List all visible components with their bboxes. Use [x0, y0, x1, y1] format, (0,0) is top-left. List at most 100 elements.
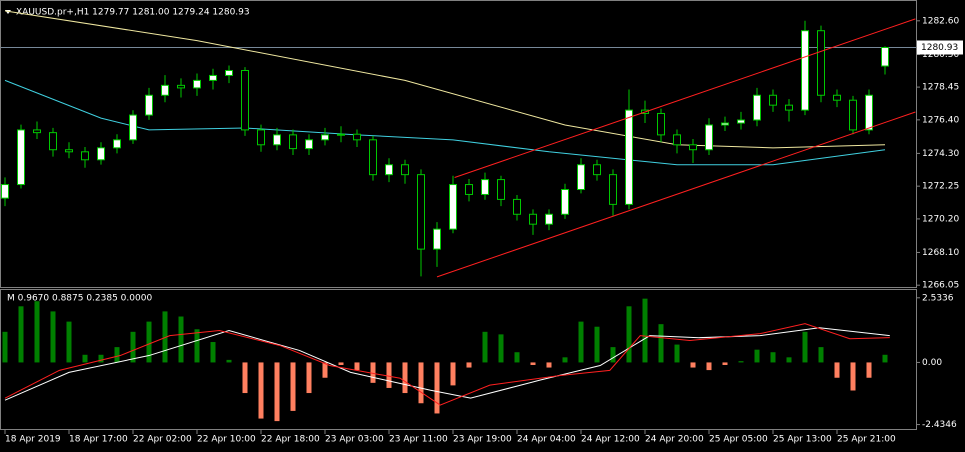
- histogram-bar: [594, 326, 600, 363]
- indicator-header: M 0.9670 0.8875 0.2385 0.0000: [7, 294, 152, 304]
- histogram-bar: [194, 329, 200, 363]
- candle-body: [689, 144, 697, 151]
- histogram-bar: [530, 362, 536, 365]
- histogram-bar: [418, 362, 424, 404]
- y-tick-label: 1266.05: [922, 281, 959, 291]
- candle-body: [577, 164, 585, 191]
- histogram-bar: [402, 362, 408, 394]
- histogram-bar: [338, 362, 344, 365]
- candle-body: [481, 179, 489, 195]
- candle-body: [193, 79, 201, 89]
- indicator-panel-frame: [0, 289, 917, 430]
- x-tick-label: 24 Apr 20:00: [645, 435, 704, 445]
- y-tick-label: 1270.20: [922, 214, 959, 224]
- y-tick-label: 1276.40: [922, 115, 959, 125]
- y-tick-label: -2.4346: [922, 420, 957, 430]
- candle-body: [49, 132, 57, 151]
- x-tick-label: 24 Apr 12:00: [581, 435, 640, 445]
- histogram-bar: [386, 362, 392, 388]
- price-box: [917, 40, 963, 55]
- histogram-bar: [466, 362, 472, 368]
- candle-body: [529, 213, 537, 225]
- histogram-bar: [50, 311, 56, 363]
- histogram-bar: [18, 306, 24, 363]
- price-box-label: 1280.93: [921, 43, 958, 53]
- histogram-bar: [562, 357, 568, 363]
- main-panel-frame: [0, 0, 917, 288]
- candle-body: [705, 124, 713, 151]
- candle-body: [433, 228, 441, 250]
- histogram-bar: [882, 354, 888, 363]
- candle-body: [849, 99, 857, 131]
- candle-body: [833, 94, 841, 101]
- histogram-bar: [226, 359, 232, 363]
- histogram-bar: [754, 349, 760, 363]
- x-tick-label: 23 Apr 11:00: [389, 435, 448, 445]
- histogram-bar: [546, 362, 552, 368]
- histogram-bar: [482, 331, 488, 363]
- candle-body: [801, 30, 809, 111]
- x-tick-label: 23 Apr 03:00: [325, 435, 384, 445]
- histogram-bar: [834, 362, 840, 378]
- candle-body: [305, 139, 313, 150]
- x-tick-label: 18 Apr 17:00: [69, 435, 128, 445]
- histogram-bar: [242, 362, 248, 394]
- x-tick-label: 25 Apr 05:00: [709, 435, 768, 445]
- y-tick-label: 1268.10: [922, 248, 959, 258]
- histogram-bar: [866, 362, 872, 378]
- histogram-bar: [690, 362, 696, 368]
- histogram-bar: [82, 354, 88, 363]
- candle-body: [593, 164, 601, 176]
- histogram-bar: [786, 357, 792, 363]
- histogram-bar: [738, 361, 744, 363]
- x-tick-label: 23 Apr 19:00: [453, 435, 512, 445]
- candle-body: [145, 94, 153, 116]
- candle-body: [1, 184, 9, 199]
- candle-body: [17, 129, 25, 186]
- histogram-bar: [802, 331, 808, 363]
- moving-average: [4, 79, 886, 166]
- y-tick-label: 1280.50: [922, 50, 959, 60]
- moving-average: [4, 10, 886, 149]
- trend-channel: [436, 111, 916, 278]
- candle-body: [369, 139, 377, 176]
- y-tick-label: 1274.30: [922, 149, 959, 159]
- candle-body: [241, 69, 249, 131]
- histogram-bar: [370, 362, 376, 383]
- histogram-bar: [290, 362, 296, 411]
- histogram-bar: [210, 342, 216, 363]
- histogram-bar: [818, 347, 824, 363]
- candle-body: [161, 84, 169, 96]
- candle-body: [273, 134, 281, 146]
- candle-body: [209, 74, 217, 81]
- histogram-bar: [306, 362, 312, 394]
- histogram-bar: [162, 311, 168, 363]
- candle-body: [81, 151, 89, 161]
- histogram-bar: [258, 362, 264, 419]
- histogram-bar: [498, 334, 504, 363]
- histogram-bar: [722, 362, 728, 365]
- candle-body: [401, 164, 409, 176]
- histogram-bar: [146, 321, 152, 363]
- candle-body: [817, 30, 825, 96]
- candle-body: [337, 133, 345, 136]
- candle-body: [65, 149, 73, 153]
- y-tick-label: 1278.45: [922, 83, 959, 93]
- histogram-bar: [178, 316, 184, 363]
- histogram-bar: [2, 331, 8, 363]
- candle-body: [513, 198, 521, 215]
- candle-body: [353, 133, 361, 141]
- histogram-bar: [450, 362, 456, 386]
- histogram-bar: [98, 354, 104, 363]
- candle-body: [33, 129, 41, 134]
- histogram-bar: [114, 347, 120, 363]
- candle-body: [225, 69, 233, 76]
- x-tick-label: 18 Apr 2019: [5, 435, 61, 445]
- trend-channel: [454, 18, 916, 179]
- histogram-bar: [274, 362, 280, 422]
- histogram-bar: [514, 352, 520, 363]
- candle-body: [737, 119, 745, 124]
- indicator-line: [4, 327, 890, 401]
- indicator-line: [4, 323, 890, 406]
